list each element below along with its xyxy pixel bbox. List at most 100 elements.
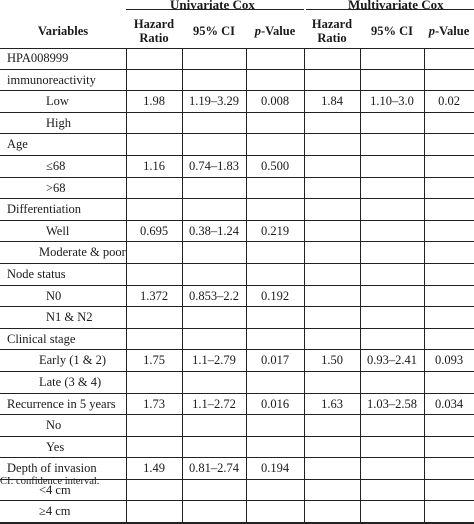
column-divider [246,371,247,393]
cell-hr2 [304,372,360,393]
cell-ci2 [360,501,424,522]
cell-ci2 [360,113,424,134]
column-divider [182,371,183,393]
column-divider [360,501,361,523]
cell-ci1: 1.19–3.29 [189,94,239,109]
cell-hr2 [304,437,360,458]
column-divider [424,177,425,199]
cell-hr2 [304,156,360,177]
cell-hr1: 1.73 [143,396,165,411]
header-ci-multivariate: 95% CI [370,24,414,38]
table-row: immunoreactivity [0,69,474,92]
row-label: Depth of invasion [7,461,97,476]
cell-ci2 [360,48,424,69]
cell-ci1 [182,372,246,393]
cell-p2 [424,134,474,155]
column-divider [126,220,127,242]
row-label: Differentiation [7,202,82,217]
cell-hr2 [304,70,360,91]
column-header-row: Variables Hazard Ratio 95% CI p-Value Ha… [0,14,474,49]
cell-p1 [246,329,304,350]
column-divider [360,220,361,242]
row-label: N1 & N2 [46,310,93,325]
column-divider [304,479,305,501]
cell-hr2 [304,48,360,69]
cell-ci2 [360,415,424,436]
column-divider [360,350,361,371]
column-divider [360,393,361,415]
row-label: High [46,115,71,130]
table-row: Yes [0,436,474,459]
column-divider [246,242,247,263]
column-divider [126,242,127,263]
cell-hr2 [304,329,360,350]
cell-p1 [246,134,304,155]
column-divider [304,307,305,328]
row-label: HPA008999 [7,51,69,65]
column-divider [126,458,127,479]
row-label: No [46,418,62,433]
cell-hr1: 0.695 [139,223,169,238]
cell-p2 [424,372,474,393]
column-divider [182,393,183,415]
column-divider [126,112,127,134]
cell-ci1: 1.1–2.79 [192,353,236,368]
column-divider [304,69,305,91]
column-divider [126,415,127,436]
column-divider [304,155,305,177]
cell-p1: 0.194 [260,461,290,476]
cell-p1: 0.016 [260,396,290,411]
cell-hr2 [304,307,360,328]
cell-ci1 [182,113,246,134]
column-divider [126,371,127,393]
column-divider [126,328,127,350]
column-divider [424,48,425,69]
column-divider [126,134,127,155]
header-variables: Variables [37,24,89,38]
footnote: CI: confidence interval. [0,476,100,487]
column-divider [360,328,361,350]
cell-p2 [424,415,474,436]
column-divider [126,350,127,371]
cell-hr1 [126,70,182,91]
p-letter: p [254,24,261,38]
cell-ci2 [360,199,424,220]
column-divider [360,263,361,285]
column-divider [360,285,361,307]
column-divider [304,199,305,220]
p-letter: p [428,24,435,38]
column-divider [424,242,425,263]
column-divider [182,415,183,436]
column-divider [424,199,425,220]
table-row: Clinical stage [0,328,474,351]
cell-ci2: 1.03–2.58 [367,396,417,411]
cell-p1 [246,501,304,522]
header-p-value-multivariate: p-Value [424,24,474,38]
column-divider [126,69,127,91]
table-row: HPA008999 [0,48,474,70]
column-divider [304,415,305,436]
p-suffix: -Value [260,24,296,38]
column-divider [360,48,361,69]
column-divider [182,220,183,242]
column-divider [304,177,305,199]
column-divider [246,48,247,69]
cell-hr1: 1.49 [143,461,165,476]
column-divider [246,112,247,134]
cell-ci2 [360,307,424,328]
cell-p2 [424,286,474,307]
cell-hr2: 1.63 [321,396,343,411]
cell-ci1: 0.74–1.83 [189,158,239,173]
cell-hr1 [126,242,182,263]
column-divider [304,220,305,242]
column-divider [182,458,183,479]
column-divider [182,155,183,177]
column-divider [246,177,247,199]
row-label: Moderate & poor [39,245,126,260]
column-divider [126,263,127,285]
row-label: Age [7,137,28,152]
cell-hr1 [126,307,182,328]
row-label: Late (3 & 4) [39,374,102,389]
column-divider [304,501,305,523]
cell-ci1: 0.81–2.74 [189,461,239,476]
